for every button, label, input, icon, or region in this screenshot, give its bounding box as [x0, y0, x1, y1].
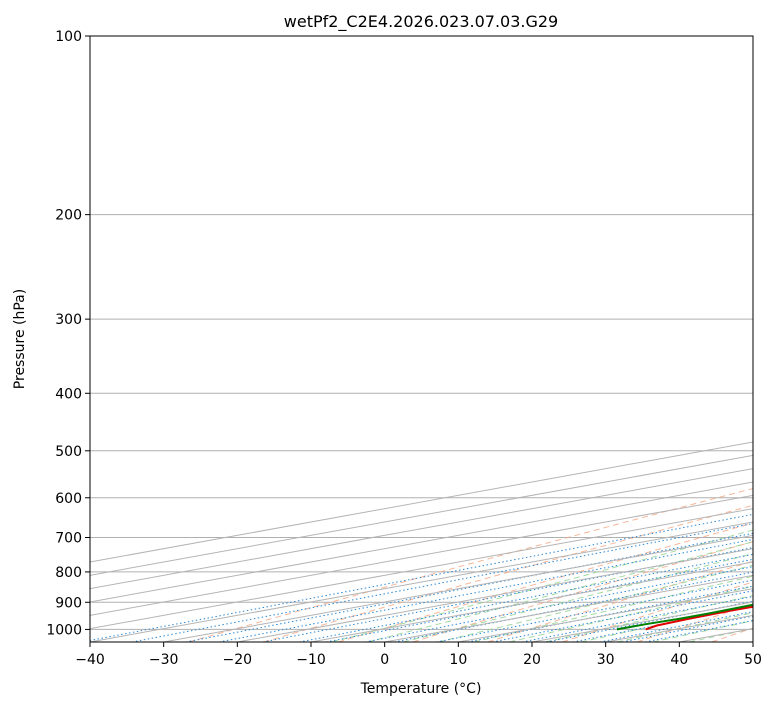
x-tick-label-50: 50: [744, 652, 762, 668]
y-tick-label-1000: 1000: [46, 622, 82, 638]
y-axis: 100 200 300 400 500 600 700 800 900 1000: [46, 29, 90, 638]
x-tick-label-10: 10: [449, 652, 467, 668]
y-tick-label-800: 800: [55, 565, 82, 581]
x-tick-label-40: 40: [670, 652, 688, 668]
y-tick-label-600: 600: [55, 491, 82, 507]
moist-adiabat-10: [473, 575, 753, 642]
isotherm--80: [90, 468, 753, 590]
dry-adiabat--10: [338, 522, 753, 642]
x-tick-label--20: −20: [223, 652, 253, 668]
x-axis-label: Temperature (°C): [360, 681, 482, 697]
plot-frame: [89, 35, 754, 643]
mixing-ratio-line-10: [492, 590, 753, 642]
x-tick-label-30: 30: [597, 652, 615, 668]
x-tick-label-20: 20: [523, 652, 541, 668]
x-axis: −40 −30 −20 −10 0 10 20 30 40 50: [75, 642, 762, 668]
x-tick-label--40: −40: [75, 652, 105, 668]
isotherm--100: [90, 441, 753, 563]
isotherm--40: [90, 521, 753, 642]
y-tick-label-400: 400: [55, 386, 82, 402]
x-tick-label--30: −30: [149, 652, 179, 668]
isotherm--60: [90, 494, 753, 616]
chart-title: wetPf2_C2E4.2026.023.07.03.G29: [284, 12, 558, 32]
isotherm--70: [90, 481, 753, 603]
mixing-ratio-line-1: [262, 547, 753, 642]
isotherm--50: [90, 508, 753, 630]
y-tick-label-700: 700: [55, 531, 82, 547]
x-tick-label-0: 0: [380, 652, 389, 668]
y-tick-label-500: 500: [55, 444, 82, 460]
mixing-ratio-line-13: [522, 595, 753, 642]
dry-adiabat--20: [263, 504, 753, 642]
y-tick-label-100: 100: [55, 29, 82, 45]
mixing-ratio-line-0.4: [185, 532, 753, 642]
moist-adiabat-5: [438, 564, 753, 642]
mixing-ratio-line-0.6: [218, 538, 753, 642]
y-tick-label-900: 900: [55, 595, 82, 611]
plot-area: -100-90-80-70-60-50-40-30-20-100.10.20.4…: [90, 36, 753, 642]
x-tick-label--10: −10: [296, 652, 326, 668]
isotherm--30: [163, 534, 753, 642]
y-tick-label-300: 300: [55, 312, 82, 328]
y-tick-label-200: 200: [55, 208, 82, 224]
y-axis-label: Pressure (hPa): [12, 289, 28, 389]
isotherm--90: [90, 454, 753, 576]
